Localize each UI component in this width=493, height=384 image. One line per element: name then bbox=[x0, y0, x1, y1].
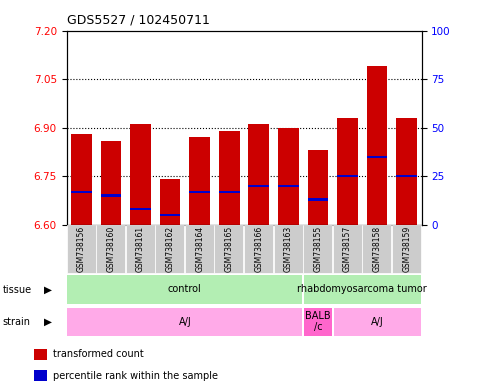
Bar bbox=[71, 190, 92, 193]
Bar bbox=[189, 190, 210, 193]
Bar bbox=[304, 275, 421, 304]
Bar bbox=[130, 124, 151, 225]
Bar bbox=[126, 225, 155, 273]
Text: GSM738158: GSM738158 bbox=[373, 226, 382, 272]
Bar bbox=[396, 118, 417, 225]
Bar bbox=[308, 198, 328, 200]
Text: GSM738160: GSM738160 bbox=[106, 226, 115, 272]
Bar bbox=[67, 225, 96, 273]
Bar bbox=[244, 225, 273, 273]
Text: GSM738163: GSM738163 bbox=[284, 226, 293, 272]
Bar bbox=[392, 225, 421, 273]
Text: strain: strain bbox=[2, 317, 31, 327]
Bar bbox=[367, 156, 387, 158]
Text: transformed count: transformed count bbox=[54, 349, 144, 359]
Text: GSM738156: GSM738156 bbox=[77, 226, 86, 272]
Bar bbox=[96, 225, 125, 273]
Text: GDS5527 / 102450711: GDS5527 / 102450711 bbox=[67, 13, 210, 26]
Bar bbox=[71, 134, 92, 225]
Bar bbox=[334, 308, 421, 336]
Bar bbox=[396, 175, 417, 177]
Bar bbox=[101, 141, 121, 225]
Bar bbox=[248, 124, 269, 225]
Text: control: control bbox=[168, 284, 202, 294]
Bar bbox=[68, 308, 302, 336]
Bar bbox=[278, 185, 299, 187]
Bar bbox=[34, 349, 47, 360]
Bar bbox=[185, 225, 214, 273]
Bar bbox=[308, 150, 328, 225]
Text: tissue: tissue bbox=[2, 285, 32, 295]
Text: GSM738162: GSM738162 bbox=[166, 226, 175, 272]
Bar bbox=[130, 208, 151, 210]
Bar bbox=[304, 308, 332, 336]
Bar bbox=[160, 214, 180, 216]
Bar bbox=[337, 175, 358, 177]
Bar bbox=[155, 225, 184, 273]
Bar bbox=[337, 118, 358, 225]
Text: A/J: A/J bbox=[178, 316, 191, 326]
Bar bbox=[68, 275, 302, 304]
Bar bbox=[34, 370, 47, 381]
Text: ▶: ▶ bbox=[44, 317, 52, 327]
Text: GSM738166: GSM738166 bbox=[254, 226, 263, 272]
Bar bbox=[219, 190, 240, 193]
Bar bbox=[367, 66, 387, 225]
Text: GSM738159: GSM738159 bbox=[402, 226, 411, 272]
Bar bbox=[362, 225, 391, 273]
Bar bbox=[278, 127, 299, 225]
Bar bbox=[101, 194, 121, 197]
Bar bbox=[248, 185, 269, 187]
Bar bbox=[189, 137, 210, 225]
Text: GSM738155: GSM738155 bbox=[314, 226, 322, 272]
Text: rhabdomyosarcoma tumor: rhabdomyosarcoma tumor bbox=[297, 284, 427, 294]
Bar bbox=[274, 225, 303, 273]
Text: BALB
/c: BALB /c bbox=[305, 311, 331, 332]
Bar bbox=[214, 225, 244, 273]
Bar bbox=[219, 131, 240, 225]
Text: GSM738161: GSM738161 bbox=[136, 226, 145, 272]
Bar bbox=[333, 225, 362, 273]
Bar bbox=[303, 225, 332, 273]
Text: percentile rank within the sample: percentile rank within the sample bbox=[54, 371, 218, 381]
Text: GSM738157: GSM738157 bbox=[343, 226, 352, 272]
Bar bbox=[160, 179, 180, 225]
Text: A/J: A/J bbox=[371, 316, 384, 326]
Text: GSM738164: GSM738164 bbox=[195, 226, 204, 272]
Text: ▶: ▶ bbox=[44, 285, 52, 295]
Text: GSM738165: GSM738165 bbox=[225, 226, 234, 272]
